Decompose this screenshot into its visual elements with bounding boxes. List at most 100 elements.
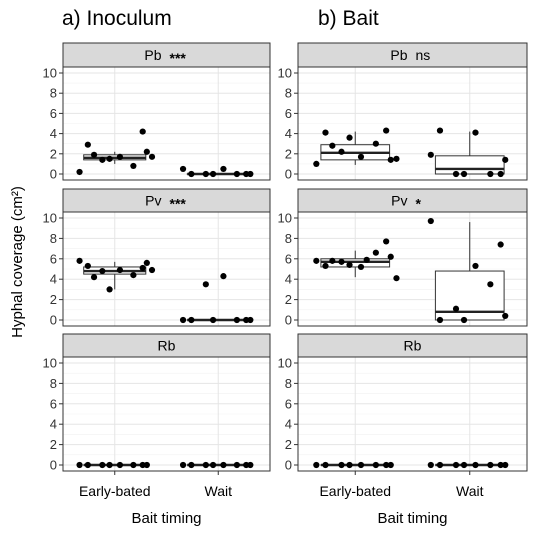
data-point [461,462,467,468]
y-tick-label: 0 [285,313,292,328]
y-tick-label: 8 [50,231,57,246]
data-point [140,128,146,134]
significance-label: ns [416,47,431,63]
panel-title: a) Inoculum [62,7,172,30]
data-point [358,264,364,270]
x-tick-label: Early-bated [79,483,151,499]
iqr-box [435,156,504,174]
data-point [313,258,319,264]
y-tick-label: 2 [285,146,292,161]
data-point [346,462,352,468]
data-point [234,317,240,323]
y-tick-label: 10 [43,66,57,81]
facet-strip-label: Rb [404,338,422,354]
data-point [364,257,370,263]
data-point [428,462,434,468]
data-point [203,281,209,287]
data-point [338,462,344,468]
y-tick-label: 10 [278,356,292,371]
data-point [85,462,91,468]
x-tick-label: Wait [205,483,233,499]
data-point [130,272,136,278]
data-point [210,171,216,177]
data-point [149,267,155,273]
data-point [243,171,249,177]
data-point [453,171,459,177]
data-point [140,265,146,271]
y-tick-label: 8 [50,86,57,101]
y-tick-label: 6 [285,106,292,121]
data-point [453,462,459,468]
y-tick-label: 2 [285,292,292,307]
data-point [393,275,399,281]
data-point [428,152,434,158]
data-point [117,154,123,160]
y-tick-label: 4 [50,126,57,141]
y-tick-label: 6 [285,396,292,411]
data-point [329,258,335,264]
facet-strip [298,43,527,67]
y-tick-label: 0 [50,313,57,328]
data-point [498,462,504,468]
facet-strip-label: Pb [144,47,161,63]
data-point [373,141,379,147]
data-point [383,127,389,133]
y-tick-label: 4 [285,126,292,141]
data-point [188,317,194,323]
data-point [99,462,105,468]
y-tick-label: 6 [50,396,57,411]
data-point [188,462,194,468]
data-point [329,143,335,149]
facet-strip-label: Rb [158,338,176,354]
data-point [502,313,508,319]
data-point [313,161,319,167]
data-point [76,169,82,175]
data-point [373,462,379,468]
data-point [243,317,249,323]
data-point [373,250,379,256]
y-tick-label: 10 [278,211,292,226]
data-point [346,262,352,268]
data-point [210,462,216,468]
y-tick-label: 4 [50,417,57,432]
data-point [393,156,399,162]
data-point [144,260,150,266]
y-tick-label: 2 [50,146,57,161]
data-point [358,462,364,468]
data-point [130,163,136,169]
y-tick-label: 8 [285,376,292,391]
panel-title: b) Bait [318,7,379,30]
data-point [322,129,328,135]
data-point [85,142,91,148]
data-point [130,462,136,468]
data-point [99,157,105,163]
data-point [383,238,389,244]
y-tick-label: 2 [50,292,57,307]
data-point [106,462,112,468]
data-point [487,462,493,468]
data-point [437,462,443,468]
data-point [144,149,150,155]
data-point [188,171,194,177]
data-point [461,171,467,177]
data-point [388,254,394,260]
y-tick-label: 8 [285,231,292,246]
data-point [453,306,459,312]
data-point [234,171,240,177]
data-point [472,129,478,135]
y-tick-label: 10 [43,356,57,371]
significance-label: *** [170,196,187,212]
data-point [76,258,82,264]
significance-label: *** [170,50,187,66]
data-point [383,462,389,468]
x-tick-label: Early-bated [319,483,391,499]
facet-strip-label: Pv [391,193,407,209]
facet-strip-label: Pb [390,47,407,63]
data-point [91,274,97,280]
y-tick-label: 10 [43,211,57,226]
facet-strip [298,189,527,212]
